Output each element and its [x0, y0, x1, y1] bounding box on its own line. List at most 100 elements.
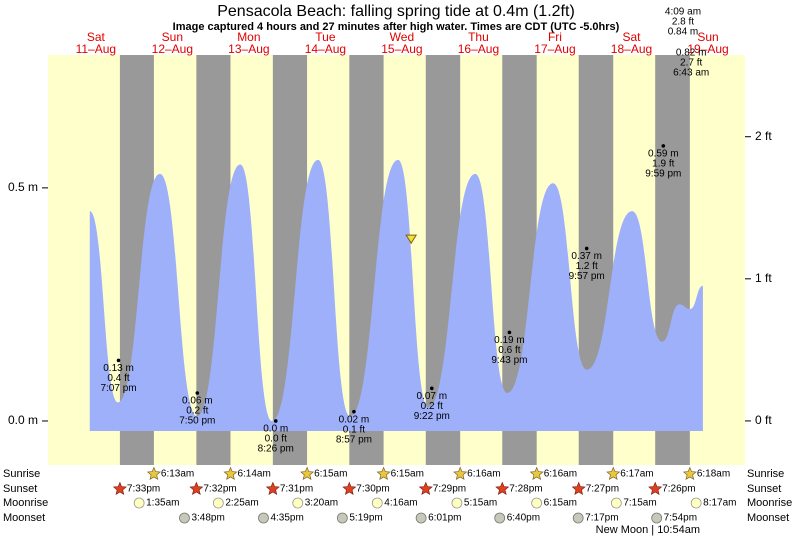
- extreme-m: 0.82 m: [676, 48, 707, 59]
- extreme-ft: 0.0 ft: [265, 434, 287, 445]
- sunrise-time: 6:15am: [314, 469, 347, 480]
- sunset-time: 7:29pm: [433, 484, 466, 495]
- day-date: 19–Aug: [687, 42, 728, 56]
- extreme-time: 8:57 pm: [336, 434, 372, 445]
- moonrise-time: 5:15am: [464, 498, 497, 509]
- moonset-time: 7:54pm: [664, 513, 697, 524]
- day-date: 11–Aug: [76, 42, 116, 56]
- sunrise-time: 6:16am: [467, 469, 500, 480]
- day-date: 16–Aug: [458, 42, 499, 56]
- extreme-dot: [661, 144, 666, 148]
- moonset-time: 3:48pm: [191, 513, 224, 524]
- chart-title: Pensacola Beach: falling spring tide at …: [217, 3, 575, 20]
- extreme-dot: [273, 419, 278, 423]
- day-date: 13–Aug: [228, 42, 269, 56]
- moonrise-icon: [371, 497, 383, 509]
- moonset-time: 6:40pm: [507, 513, 540, 524]
- sunset-icon: [495, 481, 510, 496]
- sunrise-time: 6:17am: [620, 469, 653, 480]
- y-tick-label: 0.0 m: [8, 413, 38, 427]
- moonrise-time: 4:16am: [384, 498, 417, 509]
- moonset-icon: [651, 512, 663, 524]
- day-date: 15–Aug: [381, 42, 422, 56]
- extreme-m: 0.59 m: [648, 149, 679, 160]
- moonrise-row-label-right: Moonrise: [747, 497, 792, 509]
- plot: [89, 144, 703, 431]
- extreme-m: 0.0 m: [263, 424, 288, 435]
- extreme-m: 0.07 m: [417, 391, 448, 402]
- extreme-ft: 0.6 ft: [498, 345, 520, 356]
- y-tick-label: 0.5 m: [8, 180, 38, 194]
- sunrise-time: 6:13am: [161, 469, 194, 480]
- moonrise-time: 8:17am: [703, 498, 736, 509]
- sunrise-icon: [453, 466, 468, 481]
- extreme-m: 0.84 m: [668, 27, 699, 38]
- sunset-time: 7:26pm: [662, 484, 695, 495]
- moonrise-time: 2:25am: [225, 498, 258, 509]
- y2-tick-label: 1 ft: [755, 271, 772, 285]
- extreme-dot: [116, 358, 121, 363]
- moonset-icon: [336, 512, 348, 524]
- sunrise-time: 6:15am: [391, 469, 424, 480]
- extreme-ft: 2.7 ft: [680, 58, 702, 69]
- moonrise-time: 3:20am: [305, 498, 338, 509]
- moonset-time: 7:17pm: [585, 513, 618, 524]
- moonset-icon: [572, 512, 584, 524]
- sunset-time: 7:27pm: [586, 484, 619, 495]
- moonset-time: 6:01pm: [428, 513, 461, 524]
- moonset-icon: [494, 512, 506, 524]
- day-name: Mon: [237, 30, 260, 44]
- sunset-icon: [265, 481, 280, 496]
- moonrise-icon: [610, 497, 622, 509]
- y2-tick-label: 0 ft: [755, 413, 772, 427]
- extreme-m: 0.13 m: [103, 363, 134, 374]
- extreme-time: 9:22 pm: [414, 411, 450, 422]
- moonrise-icon: [292, 497, 304, 509]
- sunrise-icon: [376, 466, 391, 481]
- day-name: Sat: [622, 30, 641, 44]
- extreme-dot: [352, 409, 356, 414]
- extreme-dot: [429, 386, 434, 391]
- day-date: 12–Aug: [152, 42, 193, 56]
- moonrise-time: 6:15am: [544, 498, 577, 509]
- sunset-time: 7:33pm: [127, 484, 160, 495]
- moonset-time: 5:19pm: [349, 513, 382, 524]
- sunrise-time: 6:14am: [237, 469, 270, 480]
- moonrise-icon: [531, 497, 543, 509]
- sunset-icon: [189, 481, 204, 496]
- extreme-m: 0.37 m: [571, 251, 602, 262]
- day-name: Tue: [315, 30, 336, 44]
- moonrise-icon: [690, 497, 702, 509]
- sunset-time: 7:31pm: [280, 484, 313, 495]
- extreme-dot: [195, 391, 200, 395]
- current-marker: [405, 234, 418, 245]
- moonrise-icon: [451, 497, 463, 509]
- sunrise-icon: [529, 466, 544, 481]
- moonrise-time: 7:15am: [623, 498, 656, 509]
- extreme-ft: 0.2 ft: [421, 401, 443, 412]
- moonrise-icon: [212, 497, 224, 509]
- extreme-time: 4:09 am: [665, 7, 701, 18]
- extreme-m: 0.19 m: [494, 335, 525, 346]
- extreme-ft: 0.4 ft: [107, 373, 129, 384]
- sunrise-row-label-right: Sunrise: [747, 468, 784, 480]
- extreme-ft: 0.1 ft: [343, 424, 365, 435]
- day-name: Wed: [390, 30, 414, 44]
- moonset-row-label: Moonset: [3, 512, 45, 524]
- sunset-time: 7:28pm: [509, 484, 542, 495]
- moonrise-icon: [133, 497, 145, 509]
- moon-phase: New Moon | 10:54am: [596, 524, 700, 536]
- sunrise-icon: [606, 466, 621, 481]
- sunset-time: 7:30pm: [356, 484, 389, 495]
- moonset-icon: [179, 512, 190, 524]
- day-date: 14–Aug: [305, 42, 346, 56]
- moonset-icon: [258, 512, 269, 524]
- sunset-icon: [418, 481, 433, 496]
- sunset-time: 7:32pm: [203, 484, 236, 495]
- sunrise-icon: [682, 466, 697, 481]
- extreme-ft: 1.2 ft: [576, 261, 598, 272]
- sunrise-icon: [146, 466, 161, 481]
- sunrise-icon: [300, 466, 315, 481]
- day-date: 18–Aug: [611, 42, 652, 56]
